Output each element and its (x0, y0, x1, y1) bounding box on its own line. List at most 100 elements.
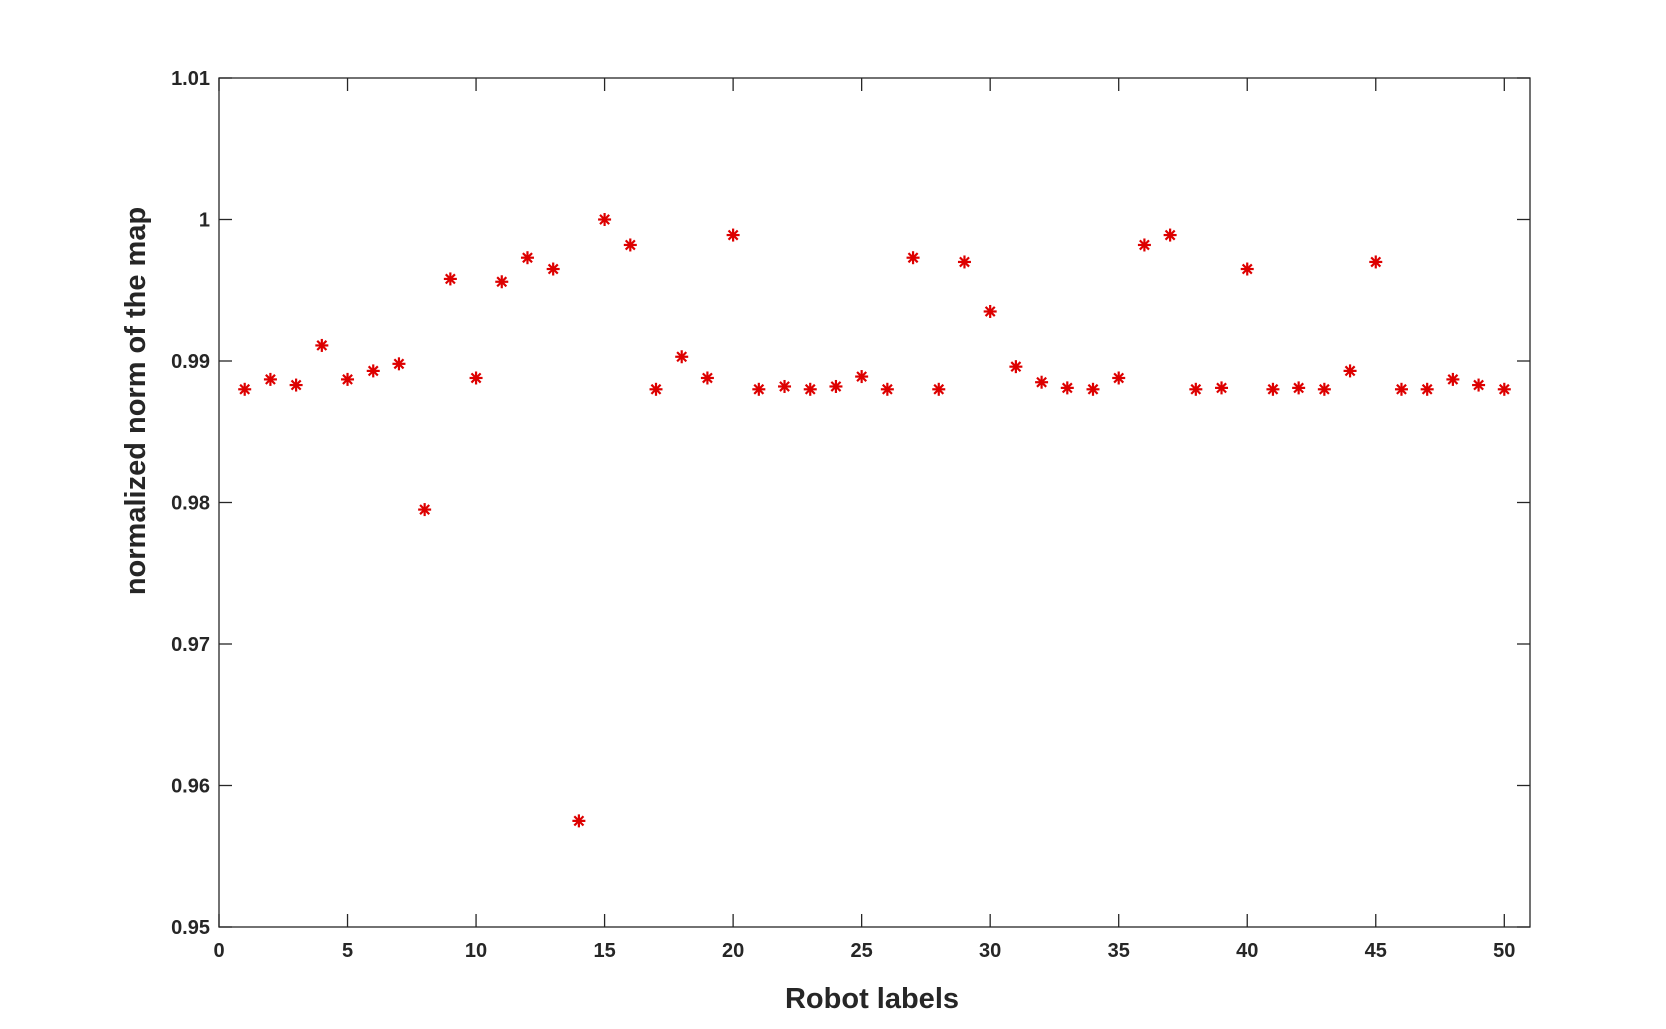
data-point (1137, 238, 1151, 252)
marker-stroke (650, 383, 662, 395)
data-point (1472, 378, 1486, 392)
y-tick-label: 0.99 (171, 351, 210, 373)
marker-stroke (702, 372, 713, 384)
data-point (1189, 382, 1203, 396)
marker-stroke (779, 381, 790, 392)
data-point (495, 275, 509, 289)
axes (218, 77, 1531, 928)
marker-stroke (599, 214, 610, 225)
marker-stroke (265, 374, 276, 385)
data-point (546, 262, 560, 276)
data-point (1292, 381, 1306, 395)
data-point (1112, 371, 1126, 385)
marker-stroke (1293, 382, 1305, 394)
marker-stroke (624, 239, 636, 251)
marker-stroke (444, 273, 456, 285)
marker-stroke (547, 263, 559, 275)
y-tick-label: 1 (199, 210, 210, 232)
data-point (675, 350, 689, 364)
data-point (623, 238, 637, 252)
data-point (906, 251, 920, 265)
marker-stroke (1113, 372, 1125, 384)
marker-stroke (1498, 383, 1510, 395)
data-point (315, 338, 329, 352)
marker-stroke (470, 372, 482, 384)
plot-box (218, 77, 1531, 928)
data-point (1086, 382, 1100, 396)
data-point (932, 382, 946, 396)
marker-stroke (753, 383, 765, 395)
x-tick-label: 20 (722, 940, 744, 962)
x-tick-label: 45 (1365, 940, 1387, 962)
data-point (957, 255, 971, 269)
marker-stroke (522, 252, 533, 264)
marker-stroke (856, 371, 868, 382)
data-point (392, 357, 406, 371)
marker-stroke (1216, 382, 1227, 394)
data-point (1060, 381, 1074, 395)
data-point (649, 382, 663, 396)
data-point (366, 364, 380, 378)
data-point (829, 379, 843, 393)
marker-stroke (830, 381, 842, 392)
data-point (443, 272, 457, 286)
marker-stroke (933, 383, 945, 395)
data-point (752, 382, 766, 396)
data-point (1369, 255, 1383, 269)
data-point (1343, 364, 1357, 378)
data-point (1394, 382, 1408, 396)
marker-stroke (804, 383, 816, 395)
data-point (1317, 382, 1331, 396)
x-tick-label: 30 (979, 940, 1001, 962)
x-tick-label: 40 (1236, 940, 1258, 962)
marker-stroke (239, 383, 251, 395)
ticks: 0 5 10 15 20 25 30 35 40 45 50 0.95 0.96 0.97 0.98 0.99… (171, 68, 1530, 962)
data-point (855, 370, 869, 384)
marker-stroke (907, 252, 919, 264)
marker-stroke (1318, 383, 1330, 395)
marker-stroke (1370, 256, 1382, 268)
data-point (418, 503, 432, 517)
marker-stroke (1010, 361, 1022, 373)
data-point (700, 371, 714, 385)
marker-stroke (1190, 383, 1202, 395)
data-point (983, 304, 997, 318)
marker-stroke (1139, 239, 1150, 251)
marker-stroke (1447, 374, 1459, 385)
data-point (341, 372, 355, 386)
data-point (238, 382, 252, 396)
data-point (1009, 360, 1023, 374)
data-point (1266, 382, 1280, 396)
x-axis-title: Robot labels (785, 983, 959, 1015)
marker-stroke (1421, 383, 1433, 395)
marker-stroke (676, 351, 688, 363)
marker-stroke (1036, 376, 1047, 388)
marker-stroke (573, 815, 585, 827)
data-point (726, 228, 740, 242)
data-point (803, 382, 817, 396)
x-tick-label: 5 (342, 940, 353, 962)
data-point (572, 814, 586, 828)
marker-stroke (316, 340, 328, 351)
marker-stroke (342, 374, 353, 385)
marker-stroke (1473, 379, 1484, 391)
x-tick-label: 50 (1493, 940, 1515, 962)
marker-stroke (984, 306, 996, 317)
data-point (778, 379, 792, 393)
y-tick-label: 0.95 (171, 917, 210, 939)
data-point (469, 371, 483, 385)
data-point (289, 378, 303, 392)
marker-stroke (727, 229, 739, 241)
marker-stroke (881, 383, 893, 395)
data-point (1497, 382, 1511, 396)
data-point (520, 251, 534, 265)
data-point (880, 382, 894, 396)
marker-stroke (1087, 383, 1099, 395)
marker-stroke (367, 365, 379, 377)
data-point (598, 213, 612, 226)
marker-stroke (419, 504, 431, 515)
data-point (1240, 262, 1254, 276)
data-point (1446, 372, 1460, 386)
